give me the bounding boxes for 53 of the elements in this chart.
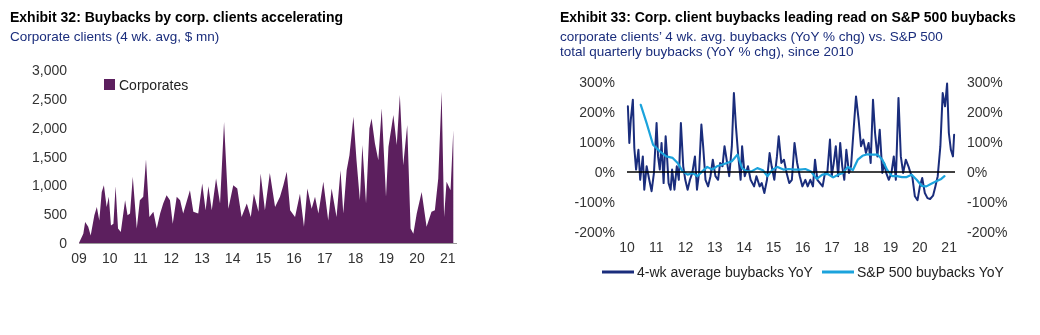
legend-label: 4-wk average buybacks YoY (637, 264, 814, 280)
x-tick-label: 19 (882, 239, 899, 255)
y-tick-label: 0% (594, 164, 615, 180)
y-tick-label: 2,500 (31, 90, 68, 107)
x-tick-label: 20 (409, 250, 426, 266)
x-tick-label: 17 (824, 239, 840, 255)
x-tick-label: 15 (765, 239, 782, 255)
x-tick-label: 12 (677, 239, 694, 255)
y-tick-label: 300% (579, 74, 615, 90)
y2-tick-label: 300% (967, 74, 1003, 90)
y-tick-label: 3,000 (31, 62, 68, 78)
y-tick-label: -100% (574, 194, 615, 210)
y-tick-label: 500 (43, 206, 68, 223)
x-tick-label: 19 (378, 250, 395, 266)
x-tick-label: 18 (853, 239, 870, 255)
y2-tick-label: -200% (967, 224, 1008, 240)
x-tick-label: 15 (255, 250, 272, 266)
x-tick-label: 18 (347, 250, 364, 266)
y2-tick-label: 100% (967, 134, 1003, 150)
legend-label: S&P 500 buybacks YoY (857, 264, 1005, 280)
x-tick-label: 16 (286, 250, 303, 266)
x-tick-label: 14 (736, 239, 753, 255)
y-tick-label: 100% (579, 134, 615, 150)
x-tick-label: 11 (649, 239, 664, 255)
y2-tick-label: -100% (967, 194, 1008, 210)
x-tick-label: 21 (941, 239, 958, 255)
x-tick-label: 13 (194, 250, 210, 266)
x-tick-label: 10 (619, 239, 635, 255)
y-tick-label: 0 (59, 235, 68, 251)
x-tick-label: 14 (224, 250, 241, 266)
x-tick-label: 11 (133, 250, 148, 266)
y-tick-label: 1,500 (31, 148, 68, 165)
legend-label: Corporates (119, 77, 189, 93)
x-tick-label: 20 (912, 239, 928, 255)
line-series (626, 82, 956, 202)
x-tick-label: 21 (439, 250, 456, 266)
chart-title: Exhibit 33: Corp. client buybacks leading read on S&P 500 buybacks (560, 9, 1016, 25)
x-tick-label: 09 (71, 250, 87, 266)
chart-title: Exhibit 32: Buybacks by corp. clients accelerating (10, 9, 344, 25)
y-tick-label: 1,000 (31, 177, 68, 194)
y-tick-label: -200% (574, 224, 615, 240)
x-tick-label: 12 (163, 250, 180, 266)
y-tick-label: 2,000 (31, 119, 68, 136)
x-tick-label: 16 (794, 239, 811, 255)
x-tick-label: 10 (101, 250, 118, 266)
y-tick-label: 200% (579, 104, 615, 120)
y2-tick-label: 0% (967, 164, 988, 180)
chart-subtitle: Corporate clients (4 wk. avg, $ mn) (10, 29, 220, 44)
x-tick-label: 13 (707, 239, 723, 255)
x-tick-label: 17 (317, 250, 333, 266)
line-series (639, 103, 946, 188)
chart-subtitle: corporate clients’ 4 wk. avg. buybacks (YoY % chg) vs. S&P 500 total quarterly buybacks (YoY % chg), since 2010 (560, 29, 943, 59)
y2-tick-label: 200% (967, 104, 1003, 120)
